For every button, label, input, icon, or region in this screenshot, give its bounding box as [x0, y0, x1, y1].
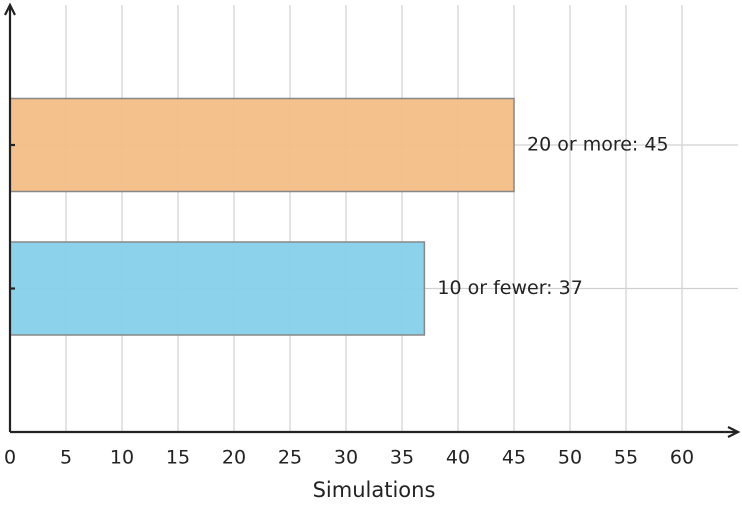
- x-tick-label: 0: [4, 447, 16, 469]
- data-label: 10 or fewer: 37: [437, 277, 582, 299]
- x-tick-label: 35: [390, 447, 414, 469]
- x-tick-label: 45: [502, 447, 526, 469]
- x-tick-label: 20: [222, 447, 246, 469]
- x-tick-label: 50: [558, 447, 582, 469]
- x-tick-label: 60: [670, 447, 694, 469]
- x-axis-label: Simulations: [313, 478, 436, 502]
- bar: [9, 241, 426, 336]
- x-tick-label: 5: [60, 447, 72, 469]
- x-axis-arrow: [727, 426, 741, 438]
- x-tick-label: 25: [278, 447, 302, 469]
- bar: [9, 97, 515, 193]
- data-label: 20 or more: 45: [527, 134, 669, 156]
- x-tick-label: 30: [334, 447, 358, 469]
- x-tick-label: 40: [446, 447, 470, 469]
- y-axis-arrow: [4, 2, 16, 16]
- x-tick-label: 15: [166, 447, 190, 469]
- x-tick-label: 10: [110, 447, 134, 469]
- x-tick-label: 55: [614, 447, 638, 469]
